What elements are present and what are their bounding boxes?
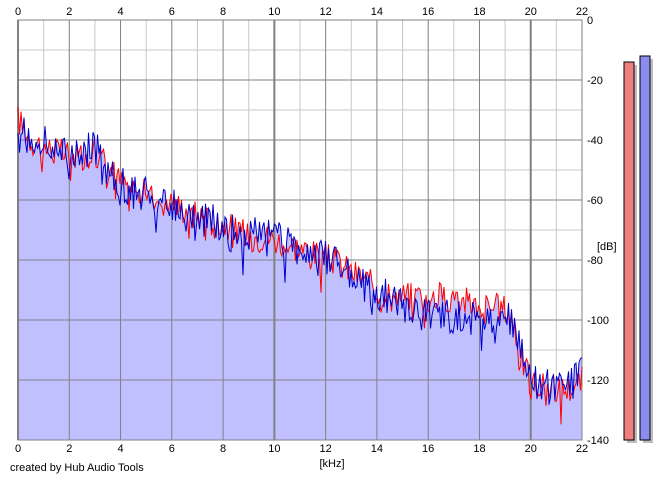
x-tick-label-bottom: 16 bbox=[422, 443, 434, 455]
x-tick-label-bottom: 2 bbox=[66, 443, 72, 455]
y-axis-label: [dB] bbox=[597, 241, 617, 253]
x-tick-label-bottom: 14 bbox=[371, 443, 383, 455]
x-tick-label-top: 22 bbox=[576, 6, 588, 18]
x-tick-label-bottom: 22 bbox=[576, 443, 588, 455]
y-tick-label: -40 bbox=[587, 135, 603, 147]
bottom-x-tick-labels: 0 2 4 6 8 10 12 14 16 18 20 22 bbox=[15, 443, 588, 455]
x-tick-label-bottom: 10 bbox=[268, 443, 280, 455]
y-tick-label: -140 bbox=[587, 435, 609, 447]
major-gridlines bbox=[17, 19, 583, 441]
y-tick-label: -100 bbox=[587, 315, 609, 327]
meter-left bbox=[623, 61, 635, 441]
x-tick-label-bottom: 20 bbox=[525, 443, 537, 455]
x-tick-label-bottom: 6 bbox=[169, 443, 175, 455]
y-tick-label: -60 bbox=[587, 195, 603, 207]
meter-right bbox=[639, 55, 651, 441]
y-tick-labels: 0 -20 -40 -60 -80 -100 -120 -140 bbox=[587, 15, 609, 447]
x-tick-label-top: 4 bbox=[117, 6, 123, 18]
x-tick-label-bottom: 8 bbox=[220, 443, 226, 455]
x-tick-label-bottom: 12 bbox=[320, 443, 332, 455]
x-tick-label-bottom: 0 bbox=[15, 443, 21, 455]
x-tick-label-bottom: 18 bbox=[473, 443, 485, 455]
x-tick-label-top: 14 bbox=[371, 6, 383, 18]
x-tick-label-top: 8 bbox=[220, 6, 226, 18]
plot-frame bbox=[17, 19, 583, 441]
x-tick-label-top: 18 bbox=[473, 6, 485, 18]
spectrum-series bbox=[17, 107, 583, 425]
x-tick-label-top: 12 bbox=[320, 6, 332, 18]
x-tick-label-top: 6 bbox=[169, 6, 175, 18]
x-axis-label: [kHz] bbox=[319, 458, 344, 470]
x-tick-label-bottom: 4 bbox=[117, 443, 123, 455]
x-tick-label-top: 0 bbox=[15, 6, 21, 18]
x-tick-label-top: 2 bbox=[66, 6, 72, 18]
top-x-tick-labels: 0 2 4 6 8 10 12 14 16 18 20 22 bbox=[15, 6, 588, 18]
y-tick-label: -80 bbox=[587, 255, 603, 267]
y-tick-label: -120 bbox=[587, 375, 609, 387]
level-meters bbox=[623, 55, 653, 443]
spectrum-fill-area bbox=[18, 107, 582, 441]
x-tick-label-top: 20 bbox=[525, 6, 537, 18]
series-line-right bbox=[17, 117, 583, 405]
y-tick-label: 0 bbox=[587, 15, 593, 27]
y-tick-label: -20 bbox=[587, 75, 603, 87]
x-tick-label-top: 16 bbox=[422, 6, 434, 18]
x-tick-label-top: 10 bbox=[268, 6, 280, 18]
credit-text: created by Hub Audio Tools bbox=[10, 462, 144, 474]
